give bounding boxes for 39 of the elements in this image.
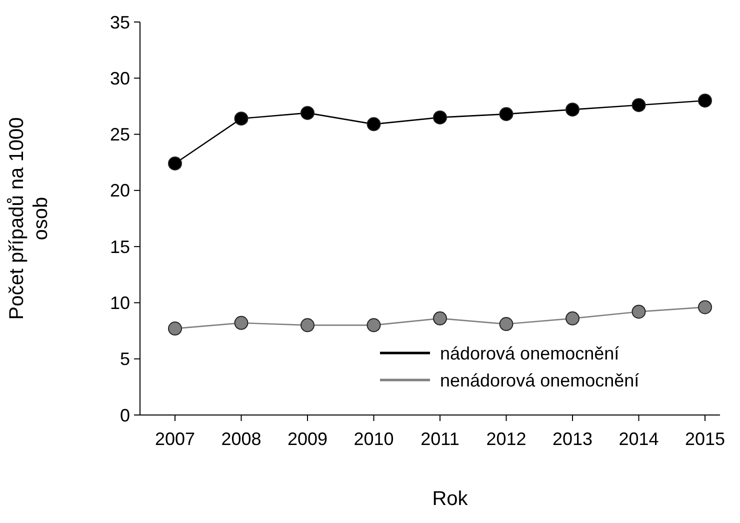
- x-tick-label: 2007: [154, 429, 196, 449]
- legend-label: nenádorová onemocnění: [440, 370, 640, 390]
- point: [366, 117, 381, 132]
- x-axis-title: Rok: [432, 488, 469, 510]
- point: [168, 156, 182, 170]
- point: [300, 106, 314, 120]
- x-tick-label: 2012: [486, 429, 526, 449]
- point: [566, 311, 580, 326]
- point: [300, 318, 314, 332]
- y-axis-title: Počet případů na 1000 osob: [6, 117, 52, 320]
- x-tick-label: 2013: [552, 429, 593, 449]
- x-tick-label: 2008: [221, 429, 262, 449]
- point: [433, 311, 447, 326]
- y-tick-label: 35: [110, 12, 130, 32]
- point: [632, 304, 646, 319]
- x-tick-label: 2015: [684, 429, 726, 449]
- x-tick-label: 2009: [287, 429, 328, 449]
- point: [433, 110, 447, 124]
- point: [632, 98, 646, 112]
- x-tick-label: 2011: [420, 429, 460, 449]
- y-tick-label: 0: [120, 405, 130, 426]
- point: [698, 94, 712, 108]
- x-tick-label: 2010: [354, 429, 394, 449]
- y-tick-label: 5: [120, 349, 130, 370]
- point: [698, 300, 712, 314]
- y-tick-label: 20: [110, 180, 130, 201]
- point: [566, 102, 580, 117]
- x-tick-label: 2014: [618, 429, 659, 449]
- point: [234, 112, 248, 126]
- point: [366, 318, 381, 332]
- y-tick-label: 25: [110, 124, 130, 145]
- legend-label: nádorová onemocnění: [440, 343, 620, 364]
- y-tick-label: 10: [110, 293, 130, 314]
- point: [499, 107, 514, 122]
- point: [168, 322, 182, 336]
- y-tick-label: 30: [110, 68, 130, 88]
- point: [499, 317, 514, 332]
- y-tick-label: 15: [110, 236, 130, 257]
- point: [234, 316, 248, 330]
